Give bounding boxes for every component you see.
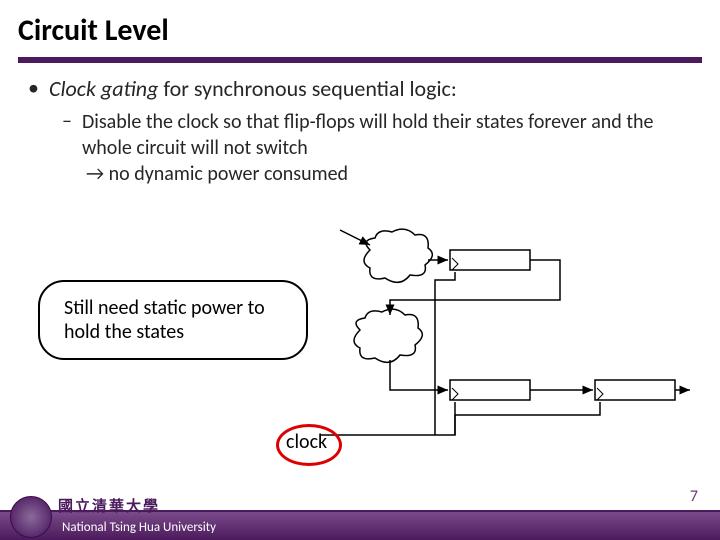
flipflop-2 — [450, 380, 530, 400]
bullet1-emphasis: Clock gating — [49, 75, 158, 102]
cloud-node-1 — [364, 229, 432, 282]
edge-clock-ff1 — [435, 272, 455, 435]
edge-clock-ff3 — [455, 402, 600, 435]
page-number: 7 — [690, 487, 698, 506]
circuit-diagram — [320, 220, 690, 450]
footer-university: National Tsing Hua University — [62, 520, 216, 535]
content-area: • Clock gating for synchronous sequentia… — [0, 63, 720, 187]
bullet1-text: Clock gating for synchronous sequential … — [49, 75, 457, 103]
bullet-dot-icon: • — [28, 75, 39, 101]
flipflop-1 — [450, 250, 530, 270]
arrow-consequence: → no dynamic power consumed — [86, 161, 692, 187]
flipflop-3 — [595, 380, 675, 400]
bullet1-rest: for synchronous sequential logic: — [158, 75, 456, 102]
edge-cloud2-ff2 — [390, 360, 448, 390]
edge-in — [340, 230, 370, 245]
university-logo-text: 國立清華大學 — [58, 495, 160, 516]
bullet2-text: Disable the clock so that flip-flops wil… — [82, 109, 692, 161]
slide-title: Circuit Level — [18, 12, 702, 49]
university-seal-icon — [10, 496, 52, 538]
bullet-level1: • Clock gating for synchronous sequentia… — [28, 75, 692, 103]
dash-icon: – — [62, 109, 72, 133]
cloud-node-2 — [354, 309, 422, 362]
clock-highlight-circle — [276, 424, 342, 466]
title-region: Circuit Level — [0, 0, 720, 55]
footer: 國立清華大學 National Tsing Hua University — [0, 492, 720, 540]
bullet-level2: – Disable the clock so that flip-flops w… — [62, 109, 692, 161]
callout-box: Still need static power to hold the stat… — [38, 280, 308, 360]
